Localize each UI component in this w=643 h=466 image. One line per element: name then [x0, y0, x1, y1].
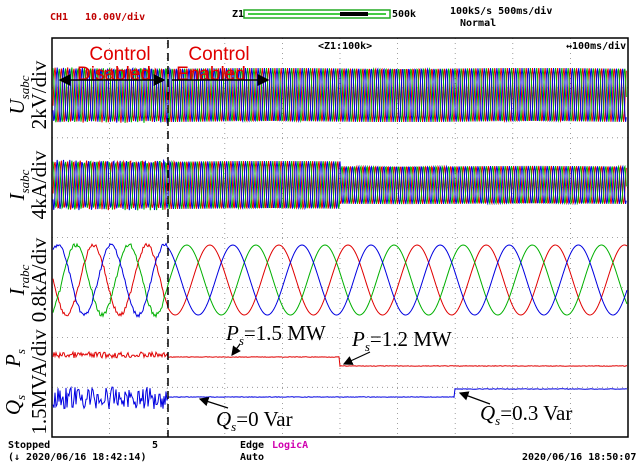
- sample-rate: 100kS/s 500ms/div: [450, 5, 552, 17]
- zoom-left: Z1: [232, 9, 244, 20]
- disabled-label-1: Control: [89, 44, 150, 65]
- zoom-scale: ↔100ms/div: [566, 40, 626, 52]
- q-after: Qs=0.3 Var: [480, 401, 572, 428]
- trigger: Edge: [240, 440, 264, 451]
- count: 5: [152, 440, 158, 451]
- zoom-right: 500k: [392, 9, 416, 20]
- is-unit: 4kA/div: [27, 150, 51, 219]
- enabled-label-1: Control: [188, 44, 249, 65]
- q-before: Qs=0 Var: [216, 407, 293, 434]
- pq-unit: 1.5MVA/div: [27, 329, 51, 435]
- start-time: (↓ 2020/06/16 18:42:14): [8, 452, 146, 463]
- u-unit: 2kV/div: [27, 60, 51, 129]
- disabled-label-2: Disabled: [77, 64, 151, 85]
- trigger-mode-footer: Auto: [240, 452, 264, 463]
- ir-unit: 0.8kA/div: [27, 237, 51, 322]
- status: Stopped: [8, 440, 50, 451]
- scope-screen: CH1 10.00V/div Z1 500k 100kS/s 500ms/div…: [0, 0, 643, 466]
- zoom-window: [340, 12, 368, 16]
- zoom-label: <Z1:100k>: [318, 41, 372, 52]
- trigger-mode: Normal: [460, 18, 496, 29]
- enabled-label-2: Enabled: [176, 64, 246, 85]
- end-time: 2020/06/16 18:50:07: [522, 452, 636, 463]
- channel: CH1: [50, 12, 68, 23]
- channel-scale: 10.00V/div: [85, 11, 145, 23]
- trigger-source: LogicA: [272, 439, 308, 451]
